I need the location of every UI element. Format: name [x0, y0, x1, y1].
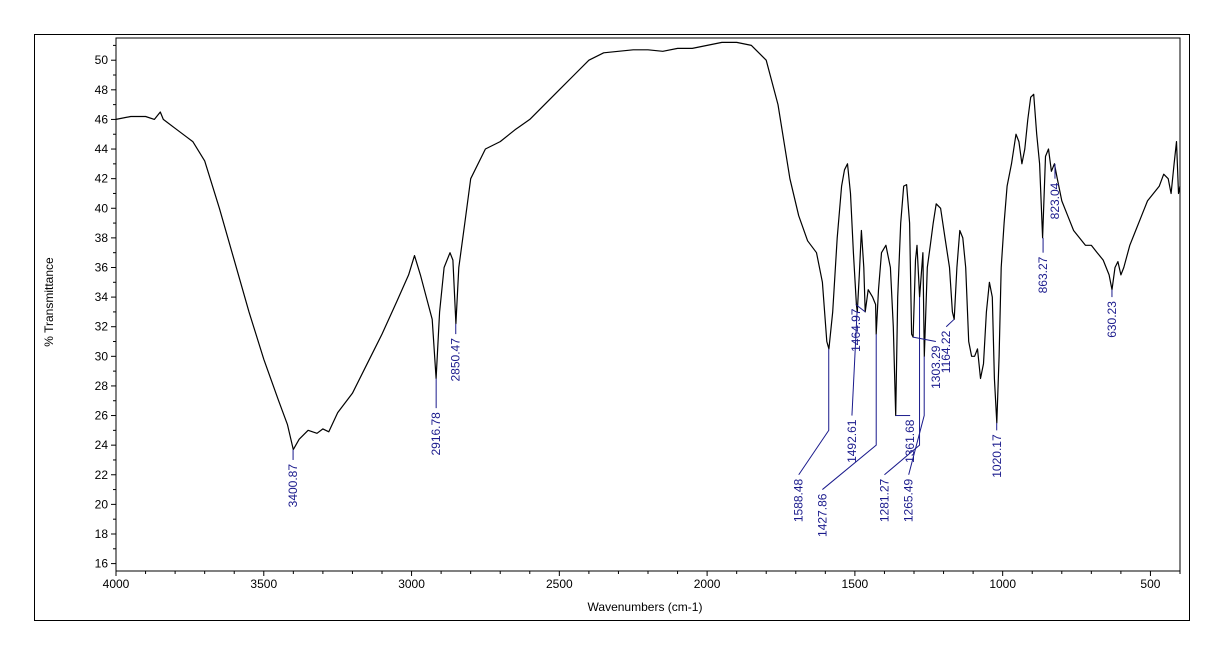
- y-tick-label: 32: [95, 320, 109, 334]
- x-tick-label: 1500: [842, 577, 869, 591]
- peak-marker-line: [945, 318, 955, 328]
- y-tick-label: 44: [95, 142, 109, 156]
- y-tick-label: 26: [95, 409, 109, 423]
- x-tick-label: 2500: [546, 577, 573, 591]
- peak-marker-line: [884, 297, 921, 476]
- x-tick-label: 4000: [103, 577, 130, 591]
- y-tick-label: 46: [95, 112, 109, 126]
- peak-annotation: 630.23: [1105, 289, 1119, 338]
- peak-annotation: 2850.47: [449, 323, 463, 382]
- peak-annotation: 3400.87: [286, 449, 300, 508]
- y-tick-label: 48: [95, 83, 109, 97]
- y-tick-label: 36: [95, 260, 109, 274]
- x-tick-label: 500: [1140, 577, 1160, 591]
- peak-label: 630.23: [1105, 301, 1119, 338]
- peak-label: 2850.47: [449, 338, 463, 382]
- peak-marker-line: [908, 356, 925, 475]
- peak-annotation: 1020.17: [990, 422, 1004, 478]
- peak-marker-line: [912, 336, 936, 343]
- peak-label: 1492.61: [845, 419, 859, 463]
- peak-annotation: 1492.61: [845, 311, 859, 463]
- plot-area: [115, 37, 1181, 572]
- y-tick-label: 42: [95, 172, 109, 186]
- y-tick-label: 30: [95, 349, 109, 363]
- peak-label: 1427.86: [815, 493, 829, 537]
- y-tick-label: 38: [95, 231, 109, 245]
- x-tick-label: 3500: [250, 577, 277, 591]
- y-tick-label: 40: [95, 201, 109, 215]
- peak-label: 1464.97: [849, 308, 863, 352]
- peak-marker-line: [822, 334, 877, 490]
- peak-label: 1164.22: [939, 330, 953, 373]
- peak-marker-line: [855, 304, 866, 313]
- y-axis: 16 18 20 22 24 26 28 30 32 34 36 38 40 42 44 46 48 50: [95, 44, 116, 571]
- peak-annotation: 863.27: [1036, 237, 1050, 293]
- series-layer: [115, 41, 1181, 451]
- peak-annotation: 2916.78: [429, 378, 443, 456]
- peak-label: 1265.49: [902, 478, 916, 522]
- peak-annotation: 1464.97: [849, 304, 866, 352]
- peak-label: 1303.29: [929, 345, 943, 389]
- y-tick-label: 16: [95, 557, 109, 571]
- peak-label: 1020.17: [990, 434, 1004, 478]
- peak-annotation: 1361.68: [895, 415, 917, 463]
- chart-frame: [34, 34, 1190, 621]
- peak-label: 1588.48: [792, 478, 806, 522]
- peak-label: 863.27: [1036, 256, 1050, 293]
- peak-marker-line: [851, 311, 858, 416]
- peak-label: 1361.68: [903, 419, 917, 463]
- peak-label: 823.04: [1048, 182, 1062, 219]
- x-tick-label: 1000: [989, 577, 1016, 591]
- y-tick-label: 28: [95, 379, 109, 393]
- peak-label: 2916.78: [429, 412, 443, 456]
- peak-annotations: 3400.87 2916.78 2850.47 1588.48 1492.61 1464.…: [286, 163, 1119, 537]
- y-tick-label: 34: [95, 290, 109, 304]
- y-tick-label: 20: [95, 497, 109, 511]
- y-tick-label: 18: [95, 527, 109, 541]
- y-tick-label: 24: [95, 438, 109, 452]
- y-axis-label: % Transmittance: [42, 257, 56, 347]
- x-tick-label: 2000: [694, 577, 721, 591]
- x-tick-label: 3000: [398, 577, 425, 591]
- peak-annotation: 1303.29: [912, 336, 943, 389]
- y-tick-label: 50: [95, 53, 109, 67]
- peak-annotation: 823.04: [1048, 163, 1062, 219]
- peak-annotation: 1427.86: [815, 334, 877, 537]
- spectrum-line: [115, 41, 1181, 451]
- plot-border: [115, 37, 1181, 572]
- peak-label: 3400.87: [286, 464, 300, 508]
- x-axis: 4000 3500 3000 2500 2000 1500 1000 500: [103, 571, 1181, 591]
- peak-label: 1281.27: [877, 478, 891, 522]
- peak-annotation: 1588.48: [792, 348, 830, 522]
- peak-annotation: 1164.22: [939, 318, 955, 373]
- peak-annotation: 1265.49: [902, 356, 925, 522]
- peak-annotation: 1281.27: [877, 297, 921, 522]
- peak-marker-line: [798, 348, 830, 476]
- y-tick-label: 22: [95, 468, 109, 482]
- x-axis-label: Wavenumbers (cm-1): [588, 600, 703, 614]
